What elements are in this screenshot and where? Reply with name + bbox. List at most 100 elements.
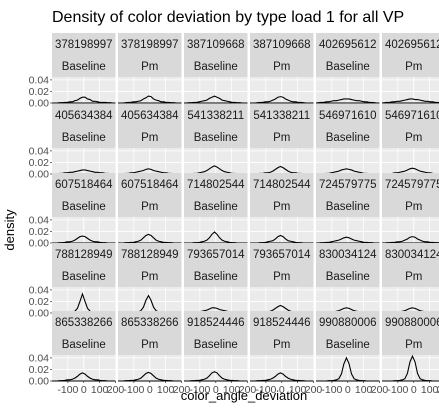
facet-strip-type bbox=[250, 195, 314, 217]
facet-strip-id bbox=[382, 33, 439, 55]
facet-strip-id-label: 830034124 bbox=[385, 249, 439, 261]
facet-strip-type bbox=[184, 126, 248, 148]
facet-strip-id-label: 918524446 bbox=[253, 317, 311, 329]
facet-strip-id bbox=[184, 33, 248, 55]
panel-background bbox=[382, 148, 439, 174]
facet-panel: 541338211 Baseline bbox=[184, 104, 248, 175]
x-tick-label: 0 bbox=[279, 384, 285, 396]
facet-strip-type bbox=[316, 55, 380, 77]
panel-background bbox=[382, 287, 439, 313]
x-tick-label: -100 bbox=[123, 384, 144, 396]
x-tick-label: -100 bbox=[387, 384, 408, 396]
facet-strip-id-label: 541338211 bbox=[253, 110, 310, 122]
facet-strip-id bbox=[382, 311, 439, 333]
facet-strip-id bbox=[250, 311, 314, 333]
x-tick-label: 100 bbox=[289, 384, 307, 396]
y-tick-label: 0.00 bbox=[29, 238, 50, 250]
facet-strip-type-label: Baseline bbox=[326, 271, 370, 283]
x-tick-label: 100 bbox=[91, 384, 109, 396]
facet-panel: 402695612 Pm bbox=[381, 33, 439, 104]
facet-strip-type-label: Pm bbox=[273, 132, 290, 144]
facet-strip-type-label: Baseline bbox=[194, 201, 238, 213]
facet-panel: 387109668 Pm bbox=[250, 33, 314, 104]
facet-strip-id bbox=[52, 173, 116, 195]
facet-panel: 607518464 Pm bbox=[118, 173, 182, 244]
facet-strip-type bbox=[184, 333, 248, 355]
facet-strip-type bbox=[316, 265, 380, 287]
facet-strip-id-label: 546971610 bbox=[319, 110, 377, 122]
facet-strip-id bbox=[184, 104, 248, 126]
facet-strip-id bbox=[118, 104, 182, 126]
facet-strip-id bbox=[316, 104, 380, 126]
facet-strip-type bbox=[316, 126, 380, 148]
y-tick-label: 0.00 bbox=[29, 376, 50, 388]
facet-strip-id bbox=[382, 173, 439, 195]
facet-strip-id-label: 546971610 bbox=[385, 110, 439, 122]
x-tick-label: 200 bbox=[239, 384, 257, 396]
y-tick-label: 0.04 bbox=[29, 214, 50, 226]
facet-panel: 714802544 Baseline bbox=[184, 173, 248, 244]
y-tick-label: 0.00 bbox=[29, 308, 50, 320]
facet-strip-id bbox=[118, 311, 182, 333]
x-axis-title: color_angle_deviation bbox=[181, 388, 307, 403]
x-tick-label: 200 bbox=[305, 384, 323, 396]
facet-strip-type-label: Baseline bbox=[326, 61, 370, 73]
x-tick-label: -100 bbox=[321, 384, 342, 396]
facet-strip-id bbox=[118, 243, 182, 265]
facet-panel: 405634384 Baseline 0.000.020.04 bbox=[29, 104, 116, 181]
facet-strip-type bbox=[52, 265, 116, 287]
facet-strip-id bbox=[52, 311, 116, 333]
facet-strip-id bbox=[184, 243, 248, 265]
facet-strip-type-label: Pm bbox=[273, 201, 290, 213]
facet-panel: 405634384 Pm bbox=[117, 104, 182, 175]
facet-strip-type-label: Pm bbox=[405, 132, 422, 144]
facet-strip-type-label: Baseline bbox=[326, 132, 370, 144]
facet-strip-type bbox=[382, 265, 439, 287]
panel-background bbox=[382, 355, 439, 381]
y-axis-title: density bbox=[2, 209, 17, 251]
facet-strip-type-label: Pm bbox=[273, 61, 290, 73]
facet-strip-id-label: 865338266 bbox=[121, 317, 179, 329]
facet-strip-id-label: 990880006 bbox=[319, 317, 377, 329]
facet-strip-id-label: 724579775 bbox=[385, 179, 439, 191]
facet-strip-id bbox=[52, 243, 116, 265]
density-curve bbox=[315, 98, 380, 104]
facet-panel: 714802544 Pm bbox=[250, 173, 314, 244]
facet-strip-id-label: 405634384 bbox=[55, 110, 113, 122]
facet-strip-type bbox=[118, 55, 182, 77]
facet-panel: 402695612 Baseline bbox=[315, 33, 380, 104]
facet-strip-type bbox=[184, 195, 248, 217]
y-tick-label: 0.02 bbox=[29, 157, 50, 169]
facet-strip-id-label: 830034124 bbox=[319, 249, 377, 261]
facet-strip-id bbox=[52, 33, 116, 55]
facet-panel: 724579775 Baseline bbox=[316, 173, 380, 244]
facet-strip-id bbox=[184, 173, 248, 195]
panel-background bbox=[382, 217, 439, 243]
y-tick-label: 0.02 bbox=[29, 296, 50, 308]
facet-strip-type-label: Baseline bbox=[326, 201, 370, 213]
facet-strip-type-label: Pm bbox=[273, 339, 290, 351]
facet-panel: 546971610 Baseline bbox=[316, 104, 380, 175]
facet-strip-id-label: 387109668 bbox=[253, 39, 311, 51]
facet-strip-id-label: 607518464 bbox=[121, 179, 179, 191]
facet-strip-id-label: 788128949 bbox=[55, 249, 113, 261]
facet-panel: 546971610 Pm bbox=[382, 104, 439, 175]
x-tick-label: 0 bbox=[411, 384, 417, 396]
facet-strip-id-label: 793657014 bbox=[187, 249, 245, 261]
facet-strip-type-label: Baseline bbox=[62, 61, 106, 73]
facet-strip-type bbox=[118, 333, 182, 355]
facet-panel: 830034124 Baseline bbox=[316, 243, 380, 314]
facet-strip-id bbox=[316, 173, 380, 195]
y-tick-label: 0.04 bbox=[29, 74, 50, 86]
facet-strip-type-label: Pm bbox=[405, 201, 422, 213]
facet-strip-id bbox=[382, 104, 439, 126]
facet-strip-type-label: Pm bbox=[141, 271, 158, 283]
facet-strip-type bbox=[184, 55, 248, 77]
facet-strip-id-label: 387109668 bbox=[187, 39, 245, 51]
facet-strip-type bbox=[250, 126, 314, 148]
